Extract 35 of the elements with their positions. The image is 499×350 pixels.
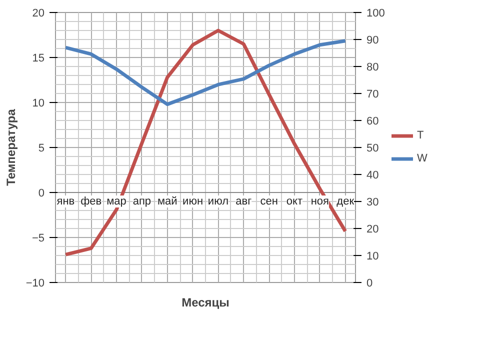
y2-tick-label: 80 xyxy=(366,62,379,74)
x-tick-label: сен xyxy=(260,196,278,208)
y-tick-label: 10 xyxy=(32,98,45,110)
y2-tick-label: 60 xyxy=(366,116,379,128)
line-series xyxy=(64,39,348,106)
y2-tick-label: 0 xyxy=(366,278,373,290)
x-axis-title: Месяцы xyxy=(182,296,230,310)
y-tick-label: 0 xyxy=(38,188,45,200)
x-tick-label: апр xyxy=(132,196,152,208)
y2-tick-label: 10 xyxy=(366,250,379,262)
y2-tick-label: 20 xyxy=(366,224,379,236)
y2-tick-label: 90 xyxy=(366,34,379,46)
y-tick-label: −5 xyxy=(32,232,45,244)
x-tick-label: окт xyxy=(286,196,303,208)
x-tick-label: ноя xyxy=(310,196,330,208)
y-axis-title: Температура xyxy=(4,108,18,186)
x-tick-label: май xyxy=(157,196,178,208)
x-tick-label: авг xyxy=(236,196,252,208)
legend-label: W xyxy=(417,152,428,164)
legend-label: T xyxy=(417,130,425,142)
y-tick-label: −10 xyxy=(26,278,45,290)
x-tick-label: июл xyxy=(208,196,229,208)
y-tick-label: 15 xyxy=(32,52,45,64)
y2-tick-label: 100 xyxy=(366,8,385,20)
x-tick-label: фев xyxy=(80,196,102,208)
x-tick-label: дек xyxy=(336,196,354,208)
x-tick-label: янв xyxy=(56,196,75,208)
y2-tick-label: 70 xyxy=(366,88,379,100)
y2-tick-label: 50 xyxy=(366,142,379,154)
y2-tick-label: 40 xyxy=(366,170,379,182)
y-tick-label: 20 xyxy=(32,8,45,20)
x-tick-label: мар xyxy=(106,196,126,208)
y2-tick-label: 30 xyxy=(366,196,379,208)
y-tick-label: 5 xyxy=(38,142,45,154)
x-tick-label: июн xyxy=(182,196,204,208)
